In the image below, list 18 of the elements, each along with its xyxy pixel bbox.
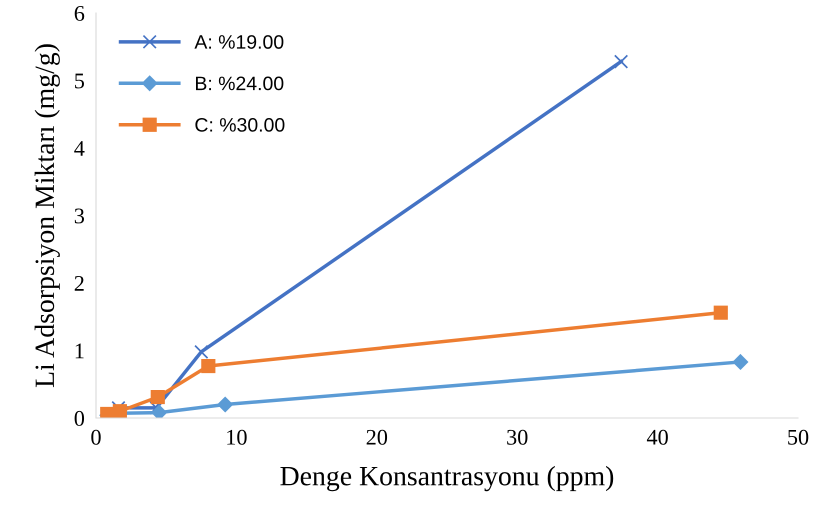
legend-label: C: %30.00	[195, 118, 284, 132]
x-tick-label: 20	[366, 430, 388, 445]
y-tick-label: 0	[74, 410, 84, 426]
y-tick-label: 5	[75, 74, 84, 88]
x-axis-title: Denge Konsantrasyonu (ppm)	[280, 466, 614, 492]
y-tick-label: 2	[74, 276, 84, 291]
legend-label: A: %19.00	[194, 35, 284, 49]
x-tick-label: 40	[646, 430, 668, 445]
x-tick-label: 30	[507, 430, 528, 445]
y-tick-label: 6	[74, 6, 84, 21]
x-tick-label: 0	[91, 430, 101, 445]
x-tick-label: 10	[227, 430, 247, 445]
y-tick-label: 3	[74, 208, 84, 224]
x-tick-label: 50	[788, 430, 808, 445]
legend-label: B: %24.00	[196, 76, 284, 90]
y-tick-label: 1	[76, 344, 84, 358]
y-tick-label: 4	[74, 141, 85, 156]
y-axis-title: Li Adsorpsiyon Miktarı (mg/g)	[34, 44, 60, 388]
